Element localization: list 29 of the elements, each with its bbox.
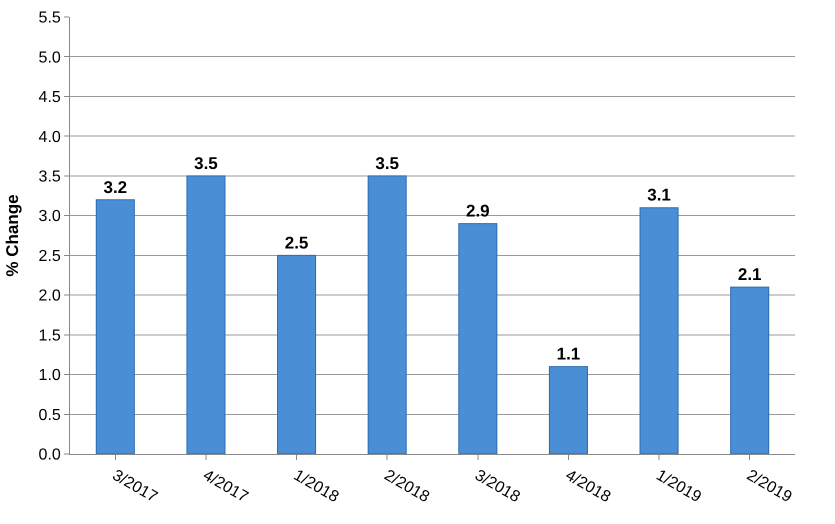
y-tick-label: 4.5 — [38, 89, 61, 106]
y-tick-label: 1.0 — [38, 367, 61, 384]
bar — [96, 199, 135, 454]
y-tick-label: 1.5 — [38, 327, 61, 344]
data-label: 3.2 — [103, 178, 128, 197]
bar — [186, 175, 226, 454]
bar — [640, 207, 679, 454]
bar — [548, 366, 588, 454]
data-label: 2.9 — [466, 202, 490, 221]
data-label: 1.1 — [556, 344, 580, 364]
y-tick-label: 4.0 — [38, 128, 61, 146]
data-label: 2.1 — [738, 265, 762, 284]
y-axis-title: % Change — [3, 194, 22, 277]
y-tick-label: 3.5 — [38, 168, 61, 186]
y-tick-label: 2.0 — [38, 288, 61, 305]
y-tick-label: 5.0 — [38, 49, 61, 66]
data-label: 3.1 — [647, 186, 671, 205]
bar — [458, 223, 498, 454]
bar — [277, 254, 316, 454]
y-tick-label: 2.5 — [38, 248, 61, 265]
data-label: 3.5 — [194, 154, 218, 173]
bar — [368, 175, 407, 454]
y-tick-label: 0.5 — [38, 406, 61, 424]
bar — [730, 286, 770, 454]
y-tick-label: 5.5 — [38, 10, 61, 27]
y-tick-label: 0.0 — [38, 446, 61, 464]
data-label: 3.5 — [375, 154, 400, 173]
data-label: 2.5 — [284, 233, 308, 252]
y-tick-label: 3.0 — [38, 208, 61, 226]
